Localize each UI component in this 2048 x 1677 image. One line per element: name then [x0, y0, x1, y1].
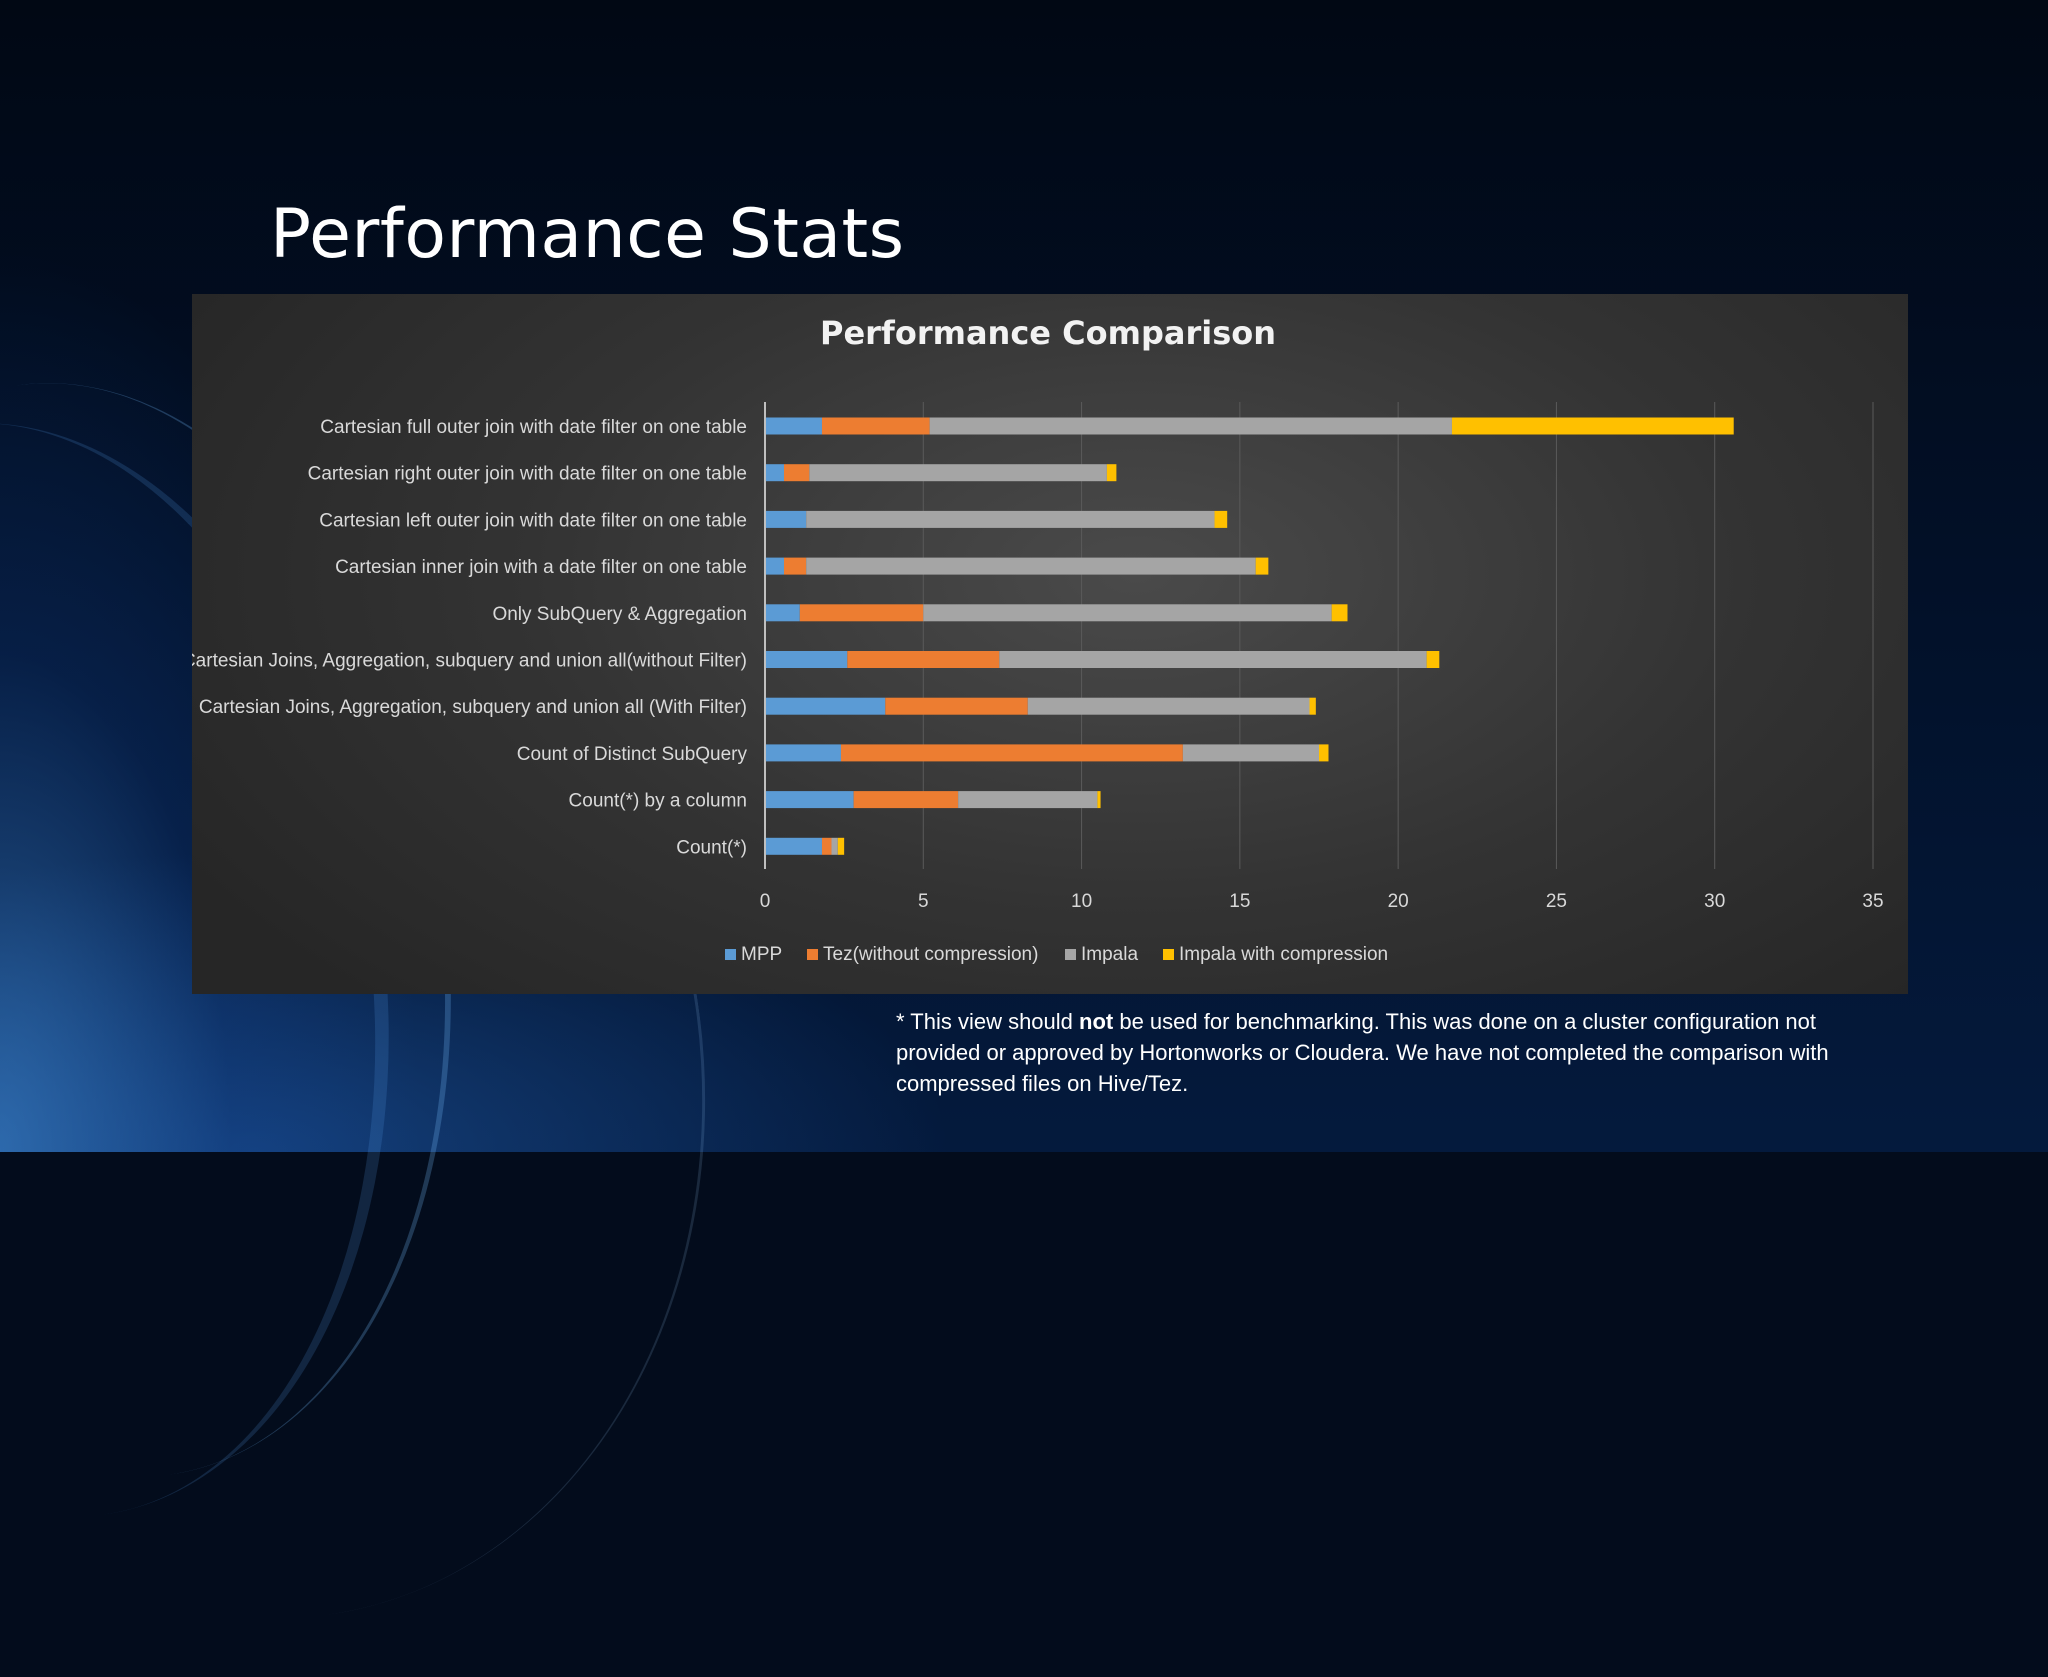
- category-label: Count of Distinct SubQuery: [517, 744, 748, 765]
- performance-comparison-chart: Performance Comparison Cartesian full ou…: [192, 314, 1884, 965]
- bar-segment: [1255, 557, 1269, 575]
- category-label: Cartesian Joins, Aggregation, subquery a…: [199, 697, 747, 718]
- bar-segment: [853, 791, 959, 809]
- bar-segment: [821, 417, 930, 435]
- bar-segment: [799, 604, 924, 622]
- category-label: Cartesian left outer join with date filt…: [319, 510, 747, 531]
- legend: MPP Tez(without compression) Impala Impala …: [725, 944, 1388, 965]
- bar-segment: [809, 464, 1107, 482]
- bar-segment: [1451, 417, 1734, 435]
- x-tick-label: 0: [760, 891, 771, 912]
- bars: [765, 417, 1734, 855]
- chart-panel: Performance Comparison Cartesian full ou…: [192, 294, 1908, 994]
- bar-segment: [806, 510, 1215, 528]
- legend-swatch: [725, 949, 736, 960]
- x-tick-label: 35: [1862, 891, 1883, 912]
- bar-segment: [1309, 697, 1316, 715]
- category-label: Cartesian inner join with a date filter …: [335, 557, 747, 578]
- bar-segment: [765, 791, 854, 809]
- bar-segment: [1214, 510, 1228, 528]
- bar-segment: [765, 557, 784, 575]
- category-label: Cartesian right outer join with date fil…: [308, 464, 747, 485]
- bar-segment: [806, 557, 1256, 575]
- bar-segment: [923, 604, 1332, 622]
- footnote-suffix: be used for benchmarking. This was done …: [896, 1009, 1829, 1096]
- bar-segment: [765, 510, 807, 528]
- bar-segment: [1182, 744, 1319, 762]
- category-label: Cartesian Joins, Aggregation, subquery a…: [192, 651, 747, 672]
- legend-label: Impala with compression: [1179, 944, 1388, 965]
- bar-segment: [1027, 697, 1310, 715]
- legend-swatch: [1163, 949, 1174, 960]
- footnote-prefix: * This view should: [896, 1009, 1080, 1034]
- bar-segment: [831, 837, 838, 855]
- bar-segment: [837, 837, 845, 855]
- x-tick-label: 15: [1229, 891, 1250, 912]
- legend-label: MPP: [741, 944, 782, 965]
- bar-segment: [783, 464, 810, 482]
- bar-segment: [1097, 791, 1101, 809]
- legend-label: Tez(without compression): [823, 944, 1038, 965]
- category-label: Count(*): [676, 837, 747, 858]
- bar-segment: [1331, 604, 1348, 622]
- x-tick-label: 30: [1704, 891, 1725, 912]
- category-label: Cartesian full outer join with date filt…: [320, 417, 747, 438]
- bar-segment: [885, 697, 1028, 715]
- bar-segment: [783, 557, 807, 575]
- bar-segment: [765, 464, 784, 482]
- bar-segment: [765, 604, 800, 622]
- bar-segment: [840, 744, 1183, 762]
- bar-segment: [929, 417, 1452, 435]
- x-tick-label: 10: [1071, 891, 1092, 912]
- x-tick-label: 20: [1388, 891, 1409, 912]
- bar-segment: [765, 837, 822, 855]
- bar-segment: [1106, 464, 1117, 482]
- bar-segment: [1426, 651, 1440, 668]
- category-labels: Cartesian full outer join with date filt…: [192, 417, 747, 858]
- bar-segment: [999, 651, 1427, 668]
- bar-segment: [765, 417, 822, 435]
- bar-segment: [765, 744, 841, 762]
- bar-segment: [847, 651, 1000, 668]
- x-tick-label: 25: [1546, 891, 1567, 912]
- legend-label: Impala: [1081, 944, 1138, 965]
- x-tick-label: 5: [918, 891, 929, 912]
- category-label: Count(*) by a column: [569, 791, 747, 812]
- footnote: * This view should not be used for bench…: [896, 1006, 1896, 1099]
- bar-segment: [765, 697, 886, 715]
- category-label: Only SubQuery & Aggregation: [492, 604, 747, 625]
- legend-swatch: [1065, 949, 1076, 960]
- footnote-emphasis: not: [1079, 1009, 1114, 1034]
- bar-segment: [765, 651, 848, 668]
- bar-segment: [821, 837, 832, 855]
- bar-segment: [1319, 744, 1329, 762]
- bar-segment: [958, 791, 1098, 809]
- legend-swatch: [807, 949, 818, 960]
- chart-title: Performance Comparison: [820, 314, 1276, 352]
- slide-title: Performance Stats: [270, 195, 905, 274]
- x-axis-ticks: 0 5 10 15 20 25 30 35: [760, 891, 1884, 912]
